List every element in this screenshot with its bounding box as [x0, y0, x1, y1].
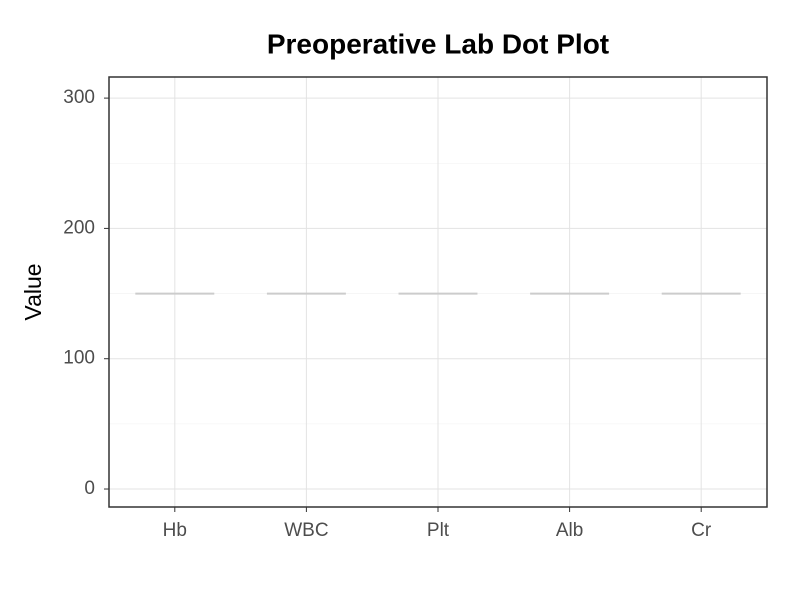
y-tick-label: 0: [84, 478, 95, 499]
y-axis-title: Value: [20, 263, 46, 320]
plot-border: [108, 76, 768, 508]
chart-title: Preoperative Lab Dot Plot: [267, 28, 609, 59]
x-tick-label: Plt: [427, 520, 450, 541]
x-tick-label: Cr: [691, 520, 712, 541]
y-tick-label: 200: [63, 217, 95, 238]
x-tick-label: Alb: [556, 520, 583, 541]
y-tick-label: 100: [63, 348, 95, 369]
y-tick-label: 300: [63, 87, 95, 108]
x-tick-label: Hb: [163, 520, 187, 541]
x-tick-label: WBC: [284, 520, 328, 541]
